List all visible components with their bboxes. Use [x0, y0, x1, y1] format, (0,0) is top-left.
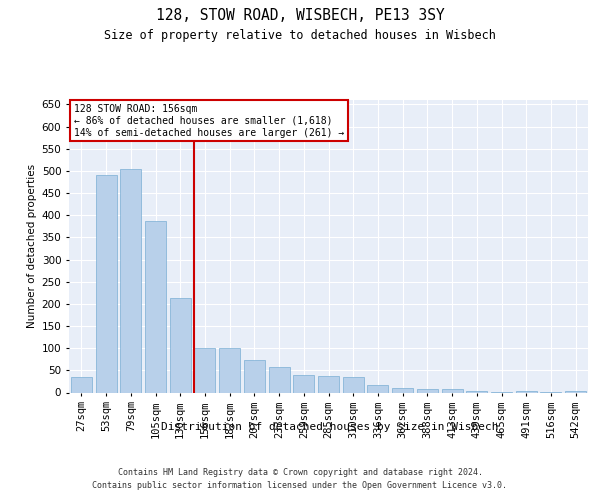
Bar	[120, 168, 141, 392]
Bar	[170, 298, 191, 392]
Text: Contains public sector information licensed under the Open Government Licence v3: Contains public sector information licen…	[92, 482, 508, 490]
Bar	[466, 390, 487, 392]
Text: Distribution of detached houses by size in Wisbech: Distribution of detached houses by size …	[161, 422, 499, 432]
Bar	[367, 384, 388, 392]
Bar	[95, 176, 116, 392]
Text: 128 STOW ROAD: 156sqm
← 86% of detached houses are smaller (1,618)
14% of semi-d: 128 STOW ROAD: 156sqm ← 86% of detached …	[74, 104, 344, 138]
Bar	[392, 388, 413, 392]
Bar	[565, 390, 586, 392]
Text: 128, STOW ROAD, WISBECH, PE13 3SY: 128, STOW ROAD, WISBECH, PE13 3SY	[155, 8, 445, 22]
Bar	[516, 390, 537, 392]
Text: Size of property relative to detached houses in Wisbech: Size of property relative to detached ho…	[104, 29, 496, 42]
Bar	[194, 348, 215, 393]
Y-axis label: Number of detached properties: Number of detached properties	[28, 164, 37, 328]
Bar	[417, 388, 438, 392]
Bar	[219, 348, 240, 393]
Bar	[343, 377, 364, 392]
Bar	[71, 377, 92, 392]
Bar	[145, 220, 166, 392]
Bar	[269, 367, 290, 392]
Text: Contains HM Land Registry data © Crown copyright and database right 2024.: Contains HM Land Registry data © Crown c…	[118, 468, 482, 477]
Bar	[293, 375, 314, 392]
Bar	[442, 388, 463, 392]
Bar	[244, 360, 265, 392]
Bar	[318, 376, 339, 392]
